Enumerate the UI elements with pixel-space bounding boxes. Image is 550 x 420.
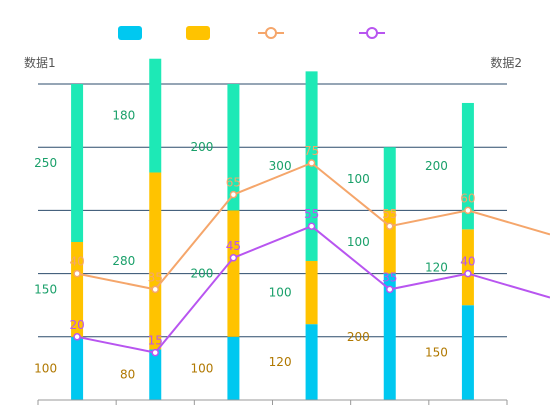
bar-4-stack-0 xyxy=(383,273,396,400)
bar-label-2-stack-1: 200 xyxy=(191,267,214,281)
bar-label-0-stack-2: 250 xyxy=(34,156,57,170)
line-0-point-1 xyxy=(151,285,159,294)
line-1-point-3 xyxy=(307,222,316,230)
bar-label-5-stack-2: 200 xyxy=(425,159,448,173)
bar-1-stack-2 xyxy=(149,58,162,173)
line-1-point-4 xyxy=(386,285,394,294)
bar-label-4-stack-2: 100 xyxy=(347,172,370,186)
line-0-point-5 xyxy=(464,206,472,215)
line-1-label-5: 40 xyxy=(460,255,475,269)
y-axis-left-label: 数据1 xyxy=(24,55,56,70)
bar-label-0-stack-1: 150 xyxy=(34,282,57,296)
bar-3-stack-0 xyxy=(305,324,318,400)
bar-2-stack-1 xyxy=(227,210,240,337)
bar-label-1-stack-2: 180 xyxy=(112,109,135,123)
bar-5-stack-1 xyxy=(461,229,474,306)
line-1-label-1: 15 xyxy=(148,334,163,348)
gridlines xyxy=(38,83,507,338)
line-1-label-4: 35 xyxy=(382,270,397,284)
x-axis xyxy=(37,399,508,405)
bar-label-0-stack-0: 100 xyxy=(34,361,57,375)
line-1-point-2 xyxy=(229,254,238,262)
legend-marker-line-2 xyxy=(366,27,378,39)
line-1-label-3: 55 xyxy=(304,207,319,221)
bar-label-3-stack-1: 100 xyxy=(269,286,292,300)
line-1-label-2: 45 xyxy=(226,239,241,253)
bar-2-stack-0 xyxy=(227,336,240,400)
bars xyxy=(71,58,474,400)
legend-marker-line-1 xyxy=(265,27,277,39)
bar-1-stack-0 xyxy=(149,349,162,400)
bar-4-stack-2 xyxy=(383,147,396,211)
line-1-label-0: 20 xyxy=(69,318,84,332)
bar-3-stack-1 xyxy=(305,260,318,325)
bar-label-2-stack-0: 100 xyxy=(191,361,214,375)
bar-label-4-stack-1: 100 xyxy=(347,235,370,249)
legend-swatch-bar-2 xyxy=(186,26,210,40)
line-0-point-0 xyxy=(73,269,81,278)
bar-1-stack-1 xyxy=(149,172,162,350)
bar-0-stack-2 xyxy=(71,84,84,242)
bar-label-3-stack-2: 300 xyxy=(269,159,292,173)
line-0-label-3: 75 xyxy=(304,144,319,158)
y-axis-right-label: 数据2 xyxy=(490,55,522,70)
line-0-label-4: 55 xyxy=(382,207,397,221)
bar-5-stack-0 xyxy=(461,305,474,400)
line-1-point-5 xyxy=(464,269,472,278)
bar-label-3-stack-0: 120 xyxy=(269,355,292,369)
bar-label-4-stack-0: 200 xyxy=(347,330,370,344)
line-0-point-3 xyxy=(307,159,316,167)
line-0-label-1: 35 xyxy=(148,270,163,284)
data-labels: 100 150 250 80 280 180 100 200 200 120 100 300 200 10… xyxy=(34,109,475,382)
bar-0-stack-0 xyxy=(71,336,84,400)
bar-label-1-stack-1: 280 xyxy=(112,254,135,268)
line-0-label-2: 65 xyxy=(226,176,241,190)
bar-label-5-stack-0: 150 xyxy=(425,346,448,360)
bar-5-stack-2 xyxy=(461,102,474,230)
bar-label-5-stack-1: 120 xyxy=(425,260,448,274)
legend xyxy=(118,26,385,40)
bar-label-2-stack-2: 200 xyxy=(191,140,214,154)
bar-0-stack-1 xyxy=(71,242,84,337)
bar-label-1-stack-0: 80 xyxy=(120,368,135,382)
line-0-label-5: 60 xyxy=(460,191,475,205)
line-0-label-0: 40 xyxy=(69,255,84,269)
legend-swatch-bar-1 xyxy=(118,26,142,40)
lines xyxy=(73,159,550,357)
bar-2-stack-2 xyxy=(227,84,240,211)
line-1-point-1 xyxy=(151,348,159,357)
line-0-point-2 xyxy=(229,190,238,199)
line-1-point-0 xyxy=(73,333,81,341)
line-0-point-4 xyxy=(386,222,394,230)
